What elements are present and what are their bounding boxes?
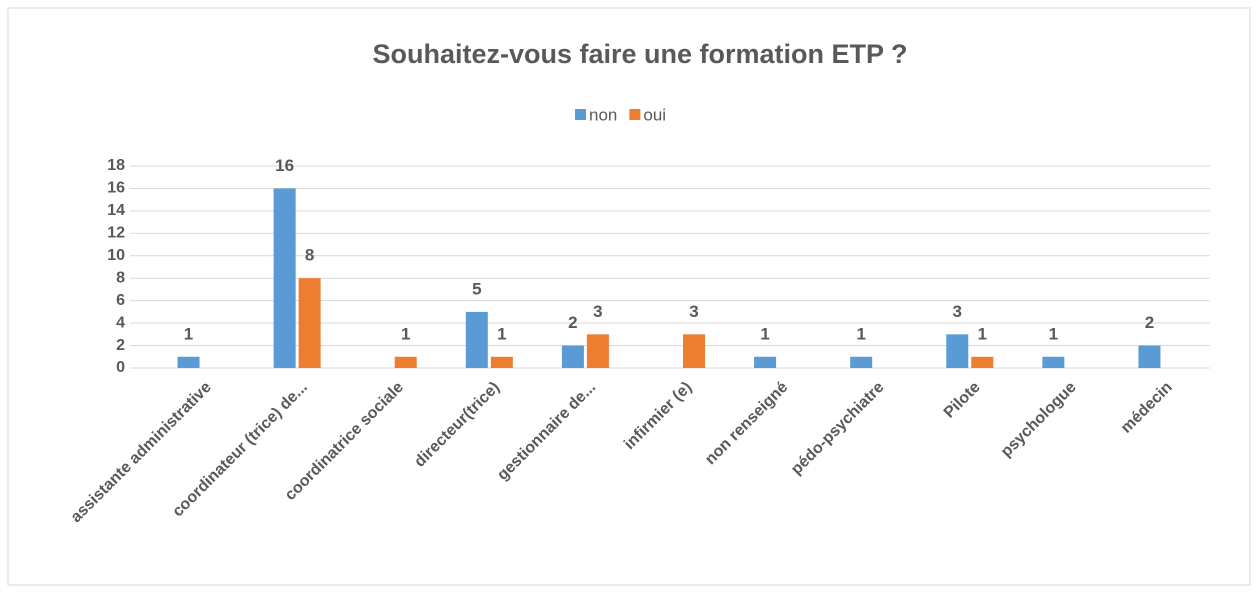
data-label: 8 [305,246,314,265]
data-label: 1 [497,324,506,343]
y-tick-label: 12 [107,225,125,242]
bar [561,345,584,368]
y-tick-label: 8 [116,269,125,286]
data-label: 1 [978,324,987,343]
data-label: 1 [760,324,769,343]
data-label: 3 [593,302,602,321]
y-tick-label: 14 [107,202,125,219]
bar [850,356,873,368]
bar [1042,356,1065,368]
data-label: 1 [1049,324,1058,343]
bar [1138,345,1161,368]
legend-swatch [575,109,586,120]
data-label: 2 [568,313,577,332]
data-label: 2 [1145,313,1154,332]
legend-swatch [629,109,641,120]
bar [298,278,321,368]
data-label: 3 [953,302,962,321]
bar [394,356,417,368]
bar [971,356,994,368]
y-tick-label: 6 [116,292,125,309]
bar [177,356,200,368]
y-tick-label: 0 [116,359,125,376]
bar [490,356,513,368]
legend-label: oui [643,105,666,124]
y-tick-label: 4 [116,314,125,331]
bar [586,334,609,368]
bar [946,334,969,368]
data-label: 1 [856,324,865,343]
y-tick-label: 2 [116,337,125,354]
legend-label: non [589,105,617,124]
data-label: 3 [689,302,698,321]
data-label: 16 [275,156,294,175]
y-tick-label: 10 [107,247,125,264]
data-label: 5 [472,279,481,298]
bar [754,356,777,368]
data-label: 1 [401,324,410,343]
y-tick-label: 18 [107,157,125,174]
bar [683,334,705,368]
chart-border [7,7,1251,586]
data-label: 1 [184,324,193,343]
bar [465,311,488,368]
chart-title: Souhaitez-vous faire une formation ETP ? [372,39,907,69]
bar [273,188,296,368]
y-tick-label: 16 [107,180,125,197]
